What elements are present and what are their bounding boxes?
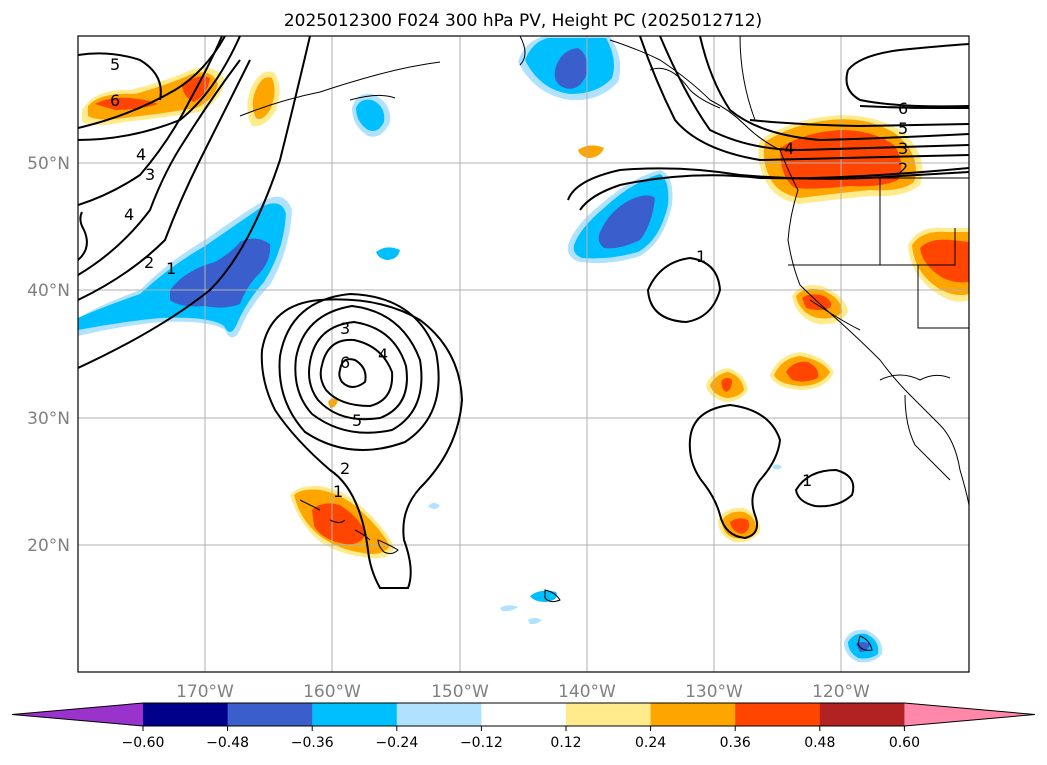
colorbar-tick-label: −0.36	[291, 735, 334, 751]
colorbar-segment	[566, 703, 652, 726]
pv-negative-area	[376, 247, 400, 260]
pv-negative-area	[428, 503, 440, 509]
map-frame	[77, 35, 970, 673]
colorbar-tick-label: −0.60	[122, 735, 165, 751]
colorbar-segment	[312, 703, 398, 726]
colorbar: −0.60 −0.48 −0.36 −0.24 −0.12 0.12 0.24 0.36 0.4…	[11, 702, 1036, 751]
lat-label: 20°N	[27, 536, 70, 556]
pv-negative-area	[856, 642, 870, 652]
longitude-labels: 170°W 160°W 150°W 140°W 130°W 120°W	[176, 682, 870, 702]
lat-label: 30°N	[27, 409, 70, 429]
contour-label: 3	[898, 139, 908, 158]
pv-negative-area	[598, 195, 655, 249]
contour-label: 6	[898, 99, 908, 118]
contour-label: 5	[110, 55, 120, 74]
pv-negative-area	[772, 464, 782, 470]
contour-label: 5	[898, 119, 908, 138]
colorbar-extend-low	[12, 703, 143, 726]
lon-label: 150°W	[431, 682, 489, 702]
colorbar-segment	[481, 703, 567, 726]
colorbar-segment	[650, 703, 736, 726]
lon-label: 120°W	[812, 682, 870, 702]
height-contours	[78, 36, 969, 589]
graticule	[78, 36, 969, 672]
pv-positive-area	[328, 398, 338, 408]
coastlines	[239, 36, 969, 651]
colorbar-tick-label: −0.48	[206, 735, 249, 751]
contour-label: 4	[378, 345, 388, 364]
pv-negative-area	[530, 590, 557, 602]
lon-label: 170°W	[176, 682, 234, 702]
lat-label: 40°N	[27, 281, 70, 301]
map-title: 2025012300 F024 300 hPa PV, Height PC (2…	[284, 11, 762, 31]
pv-positive-area	[786, 361, 819, 382]
colorbar-extend-high	[904, 703, 1035, 726]
colorbar-tick-label: −0.24	[375, 735, 418, 751]
contour-label: 2	[144, 253, 154, 272]
pv-positive-area	[312, 503, 366, 545]
contour-label: 4	[124, 205, 134, 224]
pv-positive-area	[721, 378, 732, 392]
pv-negative-area	[500, 605, 518, 612]
pv-negative-area	[356, 99, 385, 131]
colorbar-segment	[819, 703, 905, 726]
colorbar-tick-label: 0.12	[550, 735, 581, 751]
contour-label: 2	[898, 159, 908, 178]
colorbar-segment	[735, 703, 821, 726]
contour-label: 3	[340, 319, 350, 338]
pv-negative-area	[528, 618, 542, 625]
contour-label: 3	[145, 165, 155, 184]
latitude-labels: 50°N 40°N 30°N 20°N	[27, 154, 70, 556]
pv-positive-area	[920, 239, 969, 283]
contour-label: 6	[110, 91, 120, 110]
colorbar-tick-label: −0.12	[460, 735, 503, 751]
lon-label: 160°W	[303, 682, 361, 702]
pv-positive-area	[802, 294, 832, 310]
contour-label: 1	[696, 247, 706, 266]
pv-negative-area	[554, 48, 587, 89]
lon-label: 140°W	[558, 682, 616, 702]
pv-positive-area	[252, 77, 275, 119]
contour-label: 1	[166, 259, 176, 278]
lat-label: 50°N	[27, 154, 70, 174]
colorbar-segment	[143, 703, 229, 726]
pv-positive-area	[578, 145, 604, 158]
contour-label: 2	[340, 459, 350, 478]
colorbar-tick-label: 0.36	[720, 735, 751, 751]
lon-label: 130°W	[685, 682, 743, 702]
contour-label: 1	[333, 482, 343, 501]
pv-positive-area	[730, 518, 750, 534]
contour-label: 6	[340, 353, 350, 372]
contour-labels: 5 6 4 3 4 2 1 3 4 6 5 2 1 6 5 4 3 2 1 1 …	[110, 55, 908, 501]
map-area: 5 6 4 3 4 2 1 3 4 6 5 2 1 6 5 4 3 2 1 1 …	[78, 36, 969, 672]
colorbar-tick-label: 0.24	[635, 735, 666, 751]
colorbar-segment	[227, 703, 313, 726]
colorbar-tick-label: 0.48	[804, 735, 835, 751]
contour-label: 1	[802, 471, 812, 490]
contour-label: 4	[136, 145, 146, 164]
contour-label: 4	[784, 139, 794, 158]
colorbar-segment	[396, 703, 482, 726]
contour-label: 5	[352, 411, 362, 430]
colorbar-tick-label: 0.60	[889, 735, 920, 751]
